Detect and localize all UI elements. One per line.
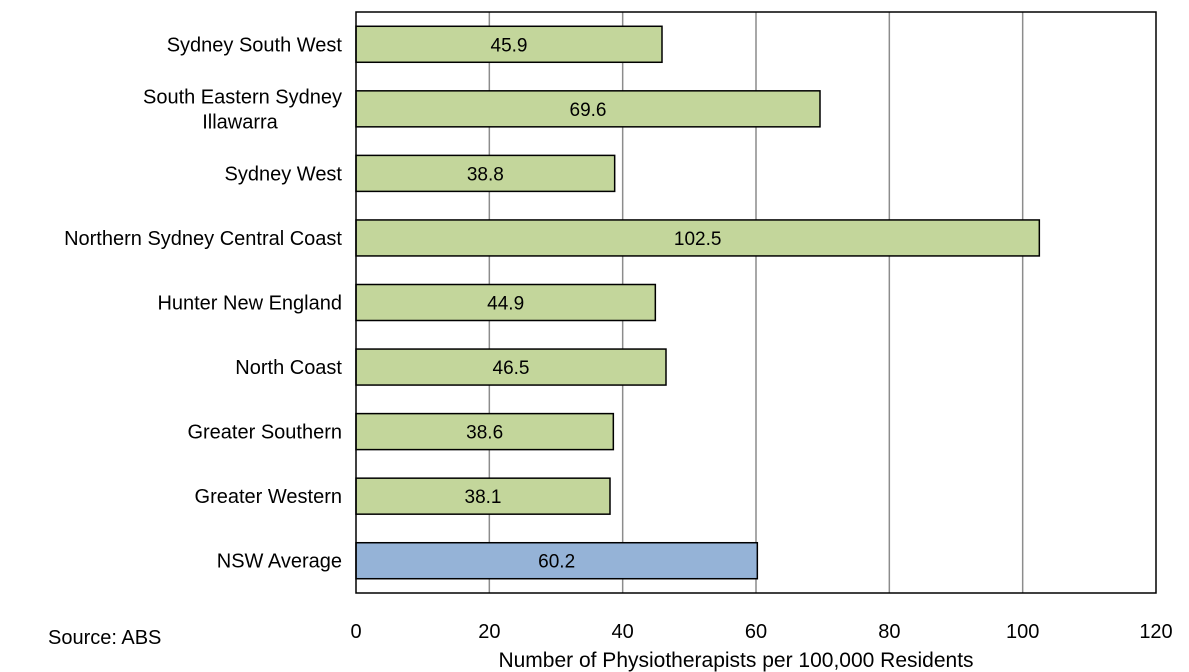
category-labels: Sydney South West South Eastern Sydney Ill… (64, 34, 342, 572)
bar-value-label: 69.6 (570, 100, 607, 121)
bars: 45.9 69.6 38.8 102.5 44.9 46.5 38.6 38.1 60.2 (355, 25, 1041, 580)
bar-value-label: 44.9 (487, 294, 524, 315)
category-label: NSW Average (217, 551, 342, 573)
bar (355, 541, 759, 580)
x-tick-label: 20 (478, 621, 500, 643)
source-note: Source: ABS (48, 627, 162, 649)
x-tick-label: 40 (612, 621, 634, 643)
bar-value-label: 38.8 (467, 164, 504, 185)
plot-area-border (355, 11, 1157, 594)
bar (355, 25, 663, 64)
x-tick-label: 100 (1006, 621, 1039, 643)
bar (355, 477, 611, 515)
category-label: Hunter New England (157, 293, 342, 315)
x-tick-label: 120 (1139, 621, 1172, 643)
category-label: North Coast (235, 357, 342, 379)
x-axis-title: Number of Physiotherapists per 100,000 R… (498, 649, 973, 672)
bar-value-label: 38.1 (465, 487, 502, 508)
category-label: Greater Western (195, 486, 342, 508)
category-label: Greater Southern (187, 422, 342, 444)
category-label: Sydney West (225, 163, 343, 185)
x-tick-label: 60 (745, 621, 767, 643)
bar (355, 219, 1041, 257)
bar-value-label: 60.2 (538, 552, 575, 573)
x-tick-label: 0 (350, 621, 361, 643)
category-label: Northern Sydney Central Coast (64, 228, 342, 250)
bar-value-label: 102.5 (674, 229, 722, 250)
category-label: Sydney South West (167, 34, 343, 56)
bar (355, 412, 615, 451)
bar-value-label: 38.6 (466, 423, 503, 444)
bar-value-label: 45.9 (491, 35, 528, 56)
bar (355, 348, 667, 386)
category-label: South Eastern Sydney Illawarra (143, 86, 342, 133)
bar (355, 283, 657, 322)
x-tick-labels: 0 20 40 60 80 100 120 (350, 621, 1172, 643)
x-tick-label: 80 (878, 621, 900, 643)
bar-value-label: 46.5 (493, 358, 530, 379)
bar (355, 154, 616, 193)
